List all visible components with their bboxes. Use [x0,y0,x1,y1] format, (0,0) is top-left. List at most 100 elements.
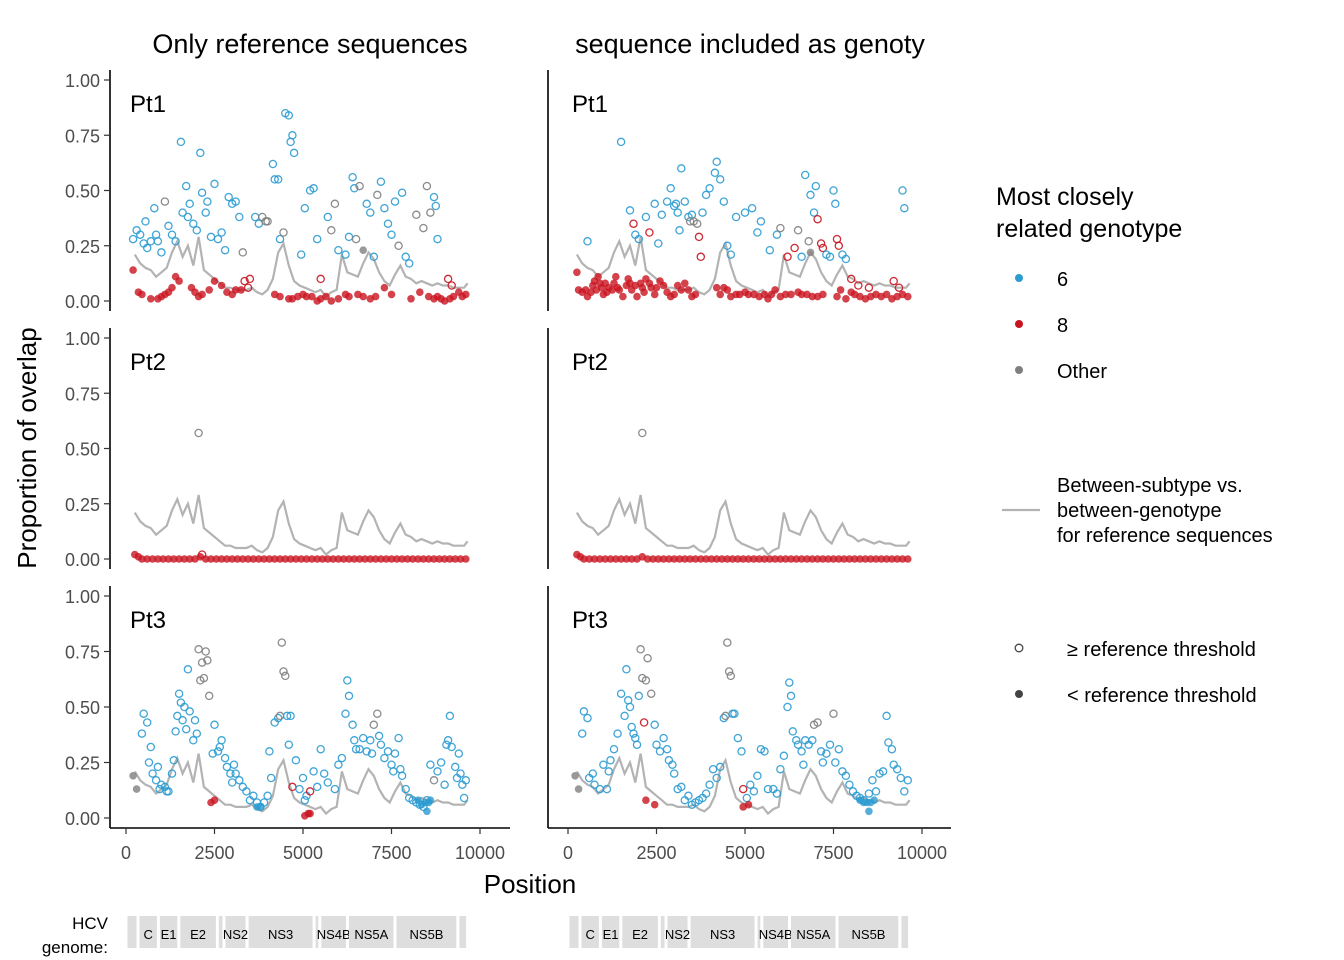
data-point [312,234,322,244]
data-point [723,555,732,563]
data-point [401,784,410,794]
data-point [459,793,469,803]
data-point [327,226,336,235]
genome-region-label: NS5A [354,927,388,942]
data-point [620,711,629,721]
data-point [442,740,451,749]
data-point [366,208,375,217]
data-point [712,773,721,783]
data-point [684,286,693,294]
data-point [138,290,146,299]
legend-key-genotype-6 [1015,274,1023,282]
data-point [210,720,219,730]
data-point [788,727,798,736]
data-point [696,252,706,262]
data-point [174,689,184,698]
data-point [397,188,407,197]
data-point [771,286,779,294]
data-point [153,762,163,772]
data-point [733,733,743,743]
panel-label-pt2-left: Pt2 [130,349,166,376]
data-point [394,241,403,251]
data-point [433,767,442,776]
data-point [270,555,279,563]
data-point [367,749,377,758]
data-point [279,228,288,237]
data-point [231,197,240,206]
legend-label-genotype-other: Other [1057,361,1107,383]
data-point [449,292,458,301]
data-point [813,718,822,727]
data-point [426,208,435,217]
data-point [646,689,656,698]
data-point [175,555,183,563]
genome-region [180,916,216,948]
data-point [864,789,874,798]
data-point [369,720,379,730]
data-point [138,555,146,563]
data-point [422,181,432,191]
genome-region [838,916,899,948]
data-point [142,243,152,253]
data-point [625,206,635,215]
data-point [447,742,456,752]
data-point [403,555,412,563]
data-point [318,555,327,563]
data-point [692,219,702,228]
data-point [390,749,400,758]
column-title-genotype-included: sequence included as genoty [575,29,925,59]
legend-label-above-threshold: ≥ reference threshold [1067,639,1256,661]
data-point [341,709,350,718]
data-point [129,772,137,780]
data-point [199,673,209,683]
column-title-reference-only: Only reference sequences [152,29,467,59]
data-point [366,555,375,563]
data-point [662,744,672,754]
data-point [705,184,714,193]
data-point [854,281,863,290]
data-point [206,232,216,242]
data-point [715,175,725,184]
data-point [183,212,193,222]
data-point [710,168,720,178]
data-point [185,707,194,716]
data-point [217,555,226,563]
data-point [842,295,850,303]
data-point [167,769,177,778]
data-point [146,237,156,246]
data-point [240,276,249,286]
data-point [833,292,841,301]
genome-region [321,916,346,948]
data-point [181,724,191,734]
data-point [306,809,314,818]
data-point [398,555,406,563]
data-point [677,286,686,294]
data-point [263,791,272,801]
data-point [312,782,322,792]
data-point [808,292,817,301]
data-point [376,740,386,749]
data-point [750,555,758,563]
data-point [265,555,274,563]
data-point [203,656,212,665]
data-point [856,555,864,563]
data-point [210,277,219,285]
data-point [781,290,790,299]
x-tick-label: 10000 [897,843,947,863]
data-point [669,201,679,211]
data-point [783,252,792,262]
data-point [157,248,166,257]
genome-region-label: NS5B [410,927,444,942]
data-point [373,190,382,200]
data-point [813,555,822,563]
data-point [359,292,368,301]
y-tick-label: 0.25 [65,754,100,774]
legend-key-above-threshold [1014,643,1024,653]
y-tick-label: 0.00 [65,292,100,312]
data-point [574,785,583,793]
genome-region-label: E1 [603,927,619,942]
data-point [343,676,352,685]
x-tick-label: 7500 [813,843,853,863]
data-point [686,555,694,563]
data-point [196,148,205,158]
